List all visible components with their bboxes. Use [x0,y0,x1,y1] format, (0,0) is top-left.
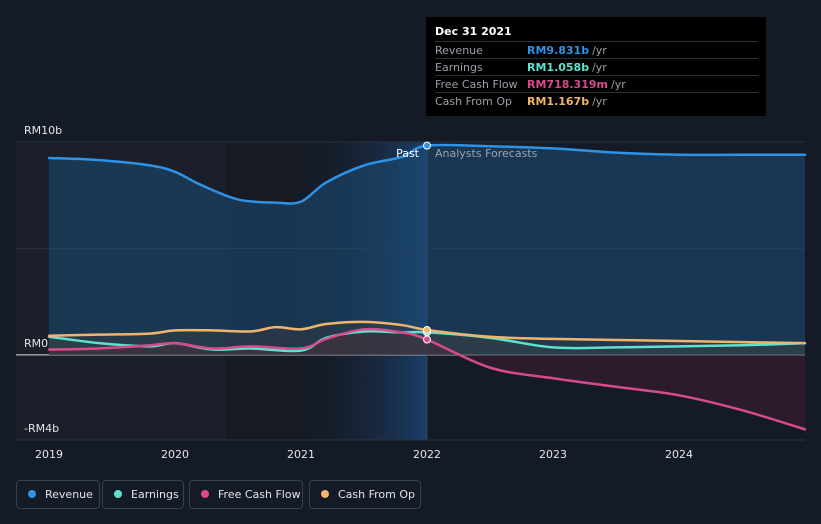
legend-item-earnings[interactable]: Earnings [102,480,184,509]
legend-item-cash-from-op[interactable]: Cash From Op [309,480,421,509]
legend-label: Free Cash Flow [218,488,301,501]
tooltip-row-free-cash-flow: Free Cash Flow RM718.319m/yr [435,75,758,92]
tooltip-name: Revenue [435,44,483,57]
tooltip-name: Cash From Op [435,95,513,108]
legend-label: Revenue [45,488,93,501]
revenue-area [49,144,805,355]
x-tick-label: 2023 [539,448,567,461]
legend-dot-icon [28,490,36,498]
tooltip: Dec 31 2021 Revenue RM9.831b/yr Earnings… [426,17,766,116]
tooltip-date: Dec 31 2021 [435,25,512,38]
past-label: Past [396,147,420,160]
tooltip-row-earnings: Earnings RM1.058b/yr [435,58,758,75]
legend-dot-icon [201,490,209,498]
x-tick-label: 2021 [287,448,315,461]
tooltip-value: RM718.319m/yr [527,78,626,91]
y-axis-label: RM0 [24,337,48,350]
tooltip-value: RM1.058b/yr [527,61,607,74]
revenue-marker [423,141,431,150]
legend-item-revenue[interactable]: Revenue [16,480,100,509]
cash-from-op-marker [423,325,431,334]
x-tick-label: 2020 [161,448,189,461]
legend-label: Cash From Op [338,488,416,501]
tooltip-value: RM1.167b/yr [527,95,607,108]
x-tick-label: 2022 [413,448,441,461]
legend-dot-icon [321,490,329,498]
legend-item-free-cash-flow[interactable]: Free Cash Flow [189,480,303,509]
y-axis-label: RM10b [24,124,62,137]
y-axis-label: -RM4b [24,422,59,435]
tooltip-name: Earnings [435,61,483,74]
x-tick-label: 2024 [665,448,693,461]
tooltip-value: RM9.831b/yr [527,44,607,57]
free-cash-flow-marker [423,335,431,344]
legend-dot-icon [114,490,122,498]
forecast-label: Analysts Forecasts [435,147,538,160]
tooltip-row-cash-from-op: Cash From Op RM1.167b/yr [435,92,758,109]
x-tick-label: 2019 [35,448,63,461]
free-cash-flow-line [47,327,807,431]
tooltip-name: Free Cash Flow [435,78,518,91]
revenue-line [47,143,807,205]
free-cash-flow-area [49,329,805,430]
cash-from-op-line [47,320,807,345]
tooltip-row-revenue: Revenue RM9.831b/yr [435,41,758,58]
legend-label: Earnings [131,488,179,501]
